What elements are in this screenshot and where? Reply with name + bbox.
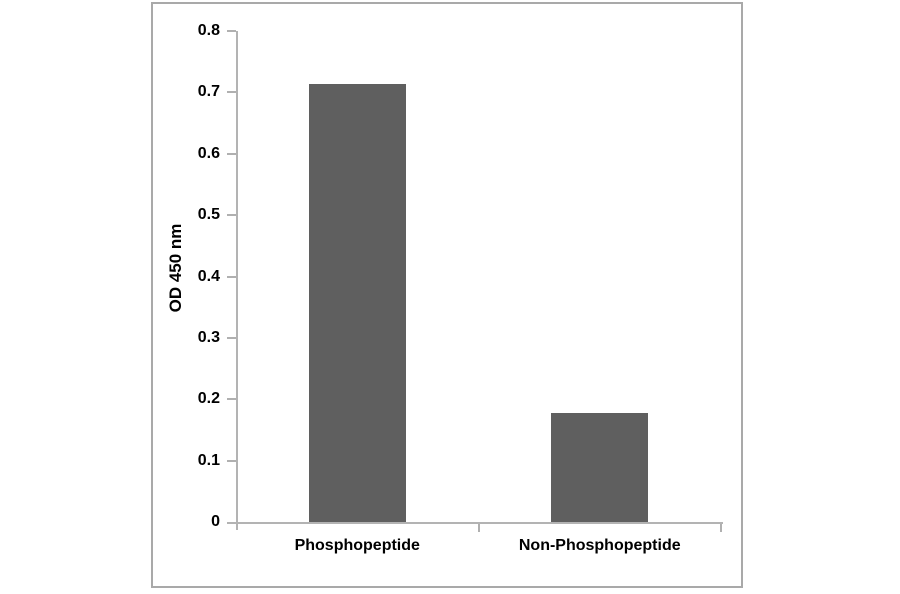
y-axis-tick <box>227 30 236 32</box>
y-axis-tick-label: 0.3 <box>197 328 220 346</box>
y-axis-tick <box>227 152 236 155</box>
y-axis-tick-label: 0.7 <box>197 83 220 101</box>
bar <box>551 412 649 522</box>
y-axis-tick <box>227 336 236 339</box>
bar <box>308 84 406 522</box>
y-axis-tick-label: 0.2 <box>197 390 220 408</box>
y-axis-tick-label: 0.8 <box>197 22 220 39</box>
y-axis-tick-label: 0 <box>211 513 220 530</box>
x-axis-category-label: Phosphopeptide <box>294 537 420 554</box>
y-axis-line <box>236 31 238 530</box>
y-axis-tick <box>227 214 236 217</box>
x-axis-category-label: Non-Phosphopeptide <box>518 537 681 554</box>
y-axis-tick-label: 0.6 <box>197 144 220 162</box>
x-axis-tick <box>720 524 722 532</box>
y-axis-tick <box>227 91 236 94</box>
x-axis-line <box>227 522 723 524</box>
y-axis-tick <box>227 459 236 462</box>
y-axis-tick-label: 0.4 <box>197 267 220 285</box>
y-axis-tick <box>227 398 236 401</box>
y-axis-tick-label: 0.1 <box>197 451 220 469</box>
y-axis-tick <box>227 275 236 278</box>
y-axis-tick-label: 0.5 <box>197 206 220 224</box>
x-axis-tick <box>477 524 480 532</box>
chart-frame <box>151 2 743 588</box>
